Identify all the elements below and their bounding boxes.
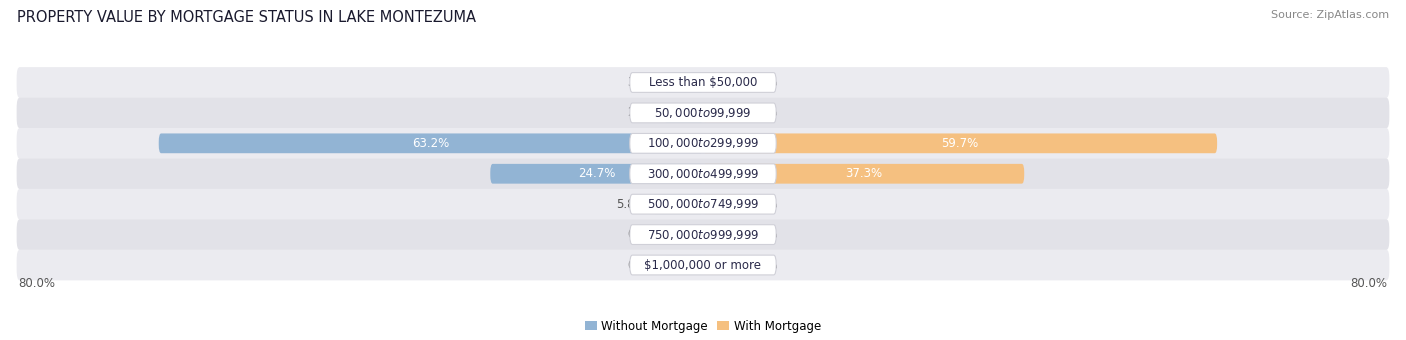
FancyBboxPatch shape xyxy=(630,194,776,214)
FancyBboxPatch shape xyxy=(652,194,703,214)
FancyBboxPatch shape xyxy=(17,189,1389,220)
FancyBboxPatch shape xyxy=(630,164,776,184)
Text: $1,000,000 or more: $1,000,000 or more xyxy=(644,258,762,272)
FancyBboxPatch shape xyxy=(17,250,1389,280)
FancyBboxPatch shape xyxy=(703,164,1024,184)
Text: Source: ZipAtlas.com: Source: ZipAtlas.com xyxy=(1271,10,1389,20)
Text: 80.0%: 80.0% xyxy=(18,277,55,290)
Text: 37.3%: 37.3% xyxy=(845,167,882,180)
FancyBboxPatch shape xyxy=(630,103,776,123)
FancyBboxPatch shape xyxy=(630,133,776,153)
Text: 2.7%: 2.7% xyxy=(627,106,658,119)
FancyBboxPatch shape xyxy=(630,255,776,275)
FancyBboxPatch shape xyxy=(703,73,742,92)
Text: $750,000 to $999,999: $750,000 to $999,999 xyxy=(647,227,759,242)
Text: 0.0%: 0.0% xyxy=(627,228,658,241)
Text: 0.0%: 0.0% xyxy=(748,228,779,241)
Text: 0.0%: 0.0% xyxy=(748,76,779,89)
FancyBboxPatch shape xyxy=(703,194,742,214)
Text: 0.0%: 0.0% xyxy=(748,258,779,272)
FancyBboxPatch shape xyxy=(17,128,1389,159)
FancyBboxPatch shape xyxy=(17,98,1389,128)
FancyBboxPatch shape xyxy=(159,133,703,153)
Text: 24.7%: 24.7% xyxy=(578,167,616,180)
FancyBboxPatch shape xyxy=(703,255,742,275)
Text: 0.0%: 0.0% xyxy=(748,106,779,119)
FancyBboxPatch shape xyxy=(703,225,742,244)
FancyBboxPatch shape xyxy=(703,103,742,123)
Text: $300,000 to $499,999: $300,000 to $499,999 xyxy=(647,167,759,181)
Text: 0.0%: 0.0% xyxy=(627,258,658,272)
Text: 5.8%: 5.8% xyxy=(617,198,647,211)
FancyBboxPatch shape xyxy=(703,133,1218,153)
FancyBboxPatch shape xyxy=(630,225,776,244)
Text: 63.2%: 63.2% xyxy=(412,137,450,150)
FancyBboxPatch shape xyxy=(630,73,776,92)
Legend: Without Mortgage, With Mortgage: Without Mortgage, With Mortgage xyxy=(581,315,825,337)
FancyBboxPatch shape xyxy=(17,219,1389,250)
FancyBboxPatch shape xyxy=(664,255,703,275)
Text: $100,000 to $299,999: $100,000 to $299,999 xyxy=(647,136,759,150)
Text: $50,000 to $99,999: $50,000 to $99,999 xyxy=(654,106,752,120)
FancyBboxPatch shape xyxy=(664,103,703,123)
Text: $500,000 to $749,999: $500,000 to $749,999 xyxy=(647,197,759,211)
FancyBboxPatch shape xyxy=(664,225,703,244)
Text: 59.7%: 59.7% xyxy=(942,137,979,150)
FancyBboxPatch shape xyxy=(664,73,703,92)
Text: 80.0%: 80.0% xyxy=(1351,277,1388,290)
Text: 3.6%: 3.6% xyxy=(627,76,658,89)
Text: 3.0%: 3.0% xyxy=(748,198,779,211)
FancyBboxPatch shape xyxy=(17,158,1389,189)
Text: PROPERTY VALUE BY MORTGAGE STATUS IN LAKE MONTEZUMA: PROPERTY VALUE BY MORTGAGE STATUS IN LAK… xyxy=(17,10,475,25)
Text: Less than $50,000: Less than $50,000 xyxy=(648,76,758,89)
FancyBboxPatch shape xyxy=(491,164,703,184)
FancyBboxPatch shape xyxy=(17,67,1389,98)
